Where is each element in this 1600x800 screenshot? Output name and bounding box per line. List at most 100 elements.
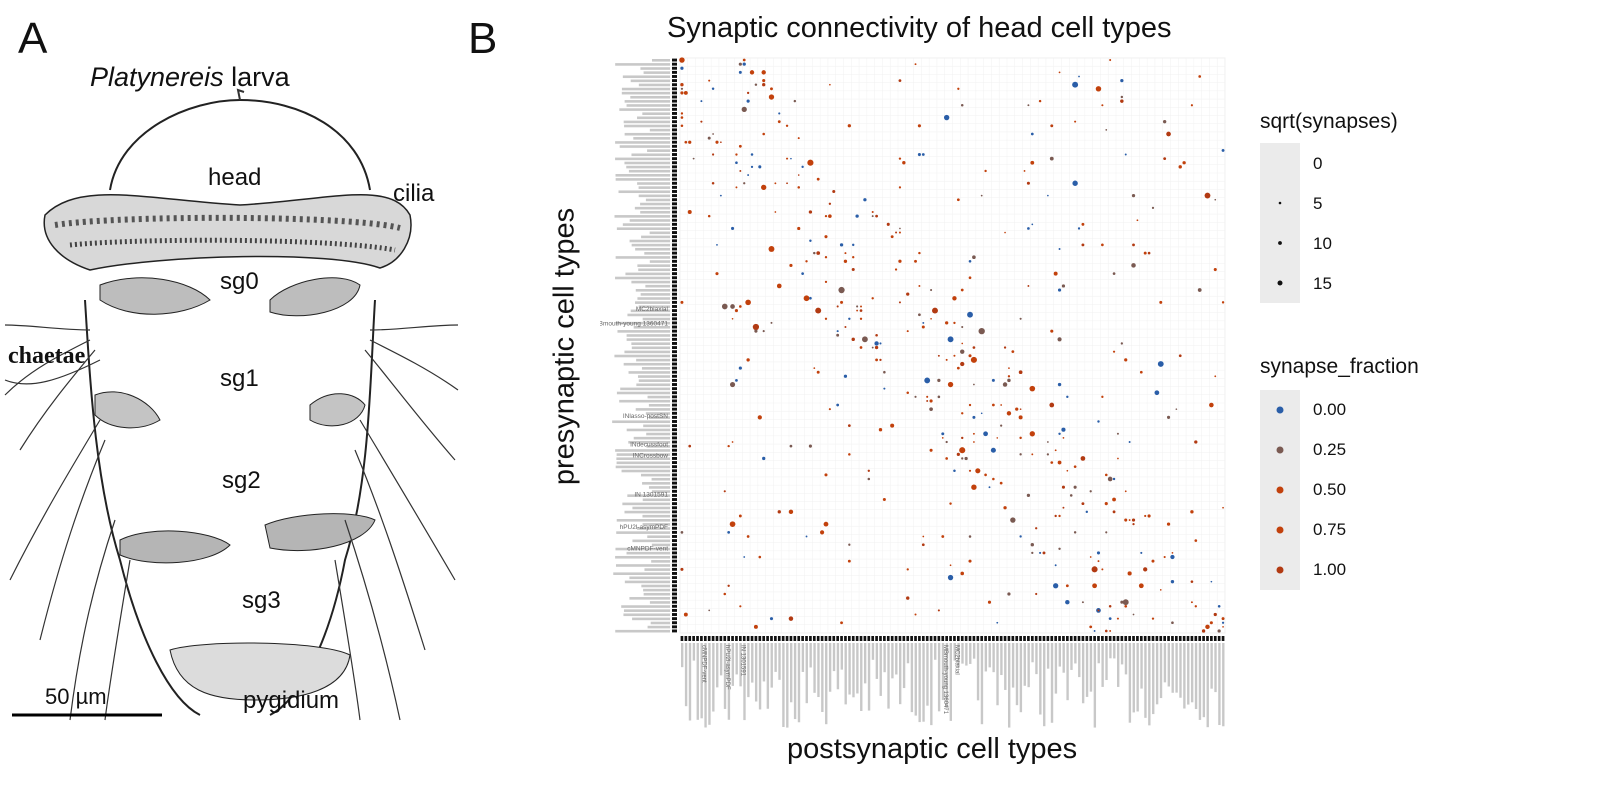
row-tick [672,153,677,156]
row-tick [672,543,677,547]
connectivity-point [1143,251,1147,255]
col-tick [836,636,840,641]
connectivity-point [1027,227,1030,230]
connectivity-point [1026,493,1031,498]
connectivity-point [906,596,910,600]
col-label-blur [712,643,715,712]
col-tick [789,636,793,641]
connectivity-point [1058,247,1061,250]
connectivity-point [871,346,874,349]
connectivity-point [746,358,750,362]
connectivity-point [898,301,901,304]
connectivity-point-large [1092,583,1097,589]
connectivity-point [1109,629,1112,632]
connectivity-point [852,256,855,259]
connectivity-point [1139,370,1143,374]
connectivity-point [971,484,977,490]
row-tick [672,124,677,128]
col-label-blur [801,643,805,672]
row-tick [672,247,677,251]
row-label-blur [616,391,670,395]
row-label-blur [615,141,670,144]
col-label-blur [1117,643,1120,687]
row-tick [672,358,677,362]
connectivity-point [1209,621,1213,625]
col-tick [1128,636,1131,641]
row-label-blur [616,227,670,230]
connectivity-point [1120,95,1124,99]
connectivity-point [973,441,975,443]
connectivity-point [879,342,882,345]
col-label-blur [965,643,968,666]
col-tick [1034,636,1038,641]
row-label-blur [626,428,670,432]
connectivity-point [949,564,952,567]
col-tick [1023,636,1026,641]
col-label-blur [840,643,843,670]
col-tick [1097,636,1100,641]
col-tick [1112,636,1116,641]
color-legend-label-2: 0.50 [1313,480,1347,499]
row-tick [672,66,677,70]
connectivity-point [1050,124,1053,127]
connectivity-point [921,325,925,329]
row-tick [672,489,677,493]
col-label-blur [1085,643,1089,697]
connectivity-point [1046,441,1049,443]
row-tick [672,444,677,448]
col-label-blur [684,643,688,707]
row-tick [672,309,677,313]
row-label-blur [642,523,670,526]
col-tick [883,636,886,641]
col-label-blur [825,643,828,725]
col-tick [1058,636,1061,641]
connectivity-point-large [1018,415,1023,420]
col-label-blur [747,643,750,698]
connectivity-point [797,137,800,140]
row-tick [672,136,677,140]
col-tick [1003,636,1007,641]
connectivity-point [747,174,750,177]
row-label-blur [628,371,670,374]
col-tick [754,636,758,641]
connectivity-point [906,330,909,333]
panel-b-letter: B [468,14,498,63]
col-tick [735,636,738,641]
connectivity-point [1015,407,1019,411]
row-label: INCrossbow [633,452,669,459]
connectivity-point [999,481,1003,485]
connectivity-point [1221,617,1225,621]
connectivity-point [961,457,964,460]
connectivity-point [688,444,692,448]
row-label-blur [631,342,670,345]
row-label-blur [647,535,670,539]
connectivity-point [769,617,774,621]
row-tick [672,272,677,276]
connectivity-point [1104,629,1108,633]
col-tick [855,636,859,641]
connectivity-point [1058,432,1061,436]
col-tick [984,636,987,641]
connectivity-point [708,79,711,82]
connectivity-point [967,311,973,318]
connectivity-point [836,333,840,337]
connectivity-point [752,323,760,331]
col-label: MBmouth-young 1360471 [942,645,948,715]
connectivity-point [922,321,925,324]
col-tick [851,636,855,641]
col-tick [688,636,692,641]
larva-title-rest: larva [223,62,290,92]
connectivity-point [746,91,750,95]
row-label-blur [645,412,670,415]
connectivity-point [1019,453,1022,456]
connectivity-point [847,124,851,128]
row-tick [672,268,677,271]
row-tick [672,547,677,551]
col-tick [1073,636,1077,641]
row-label: IN 1301591 [634,492,668,499]
connectivity-point [949,502,952,505]
connectivity-point [898,157,902,160]
size-legend-keys [1260,143,1300,303]
connectivity-point-large [823,521,829,527]
connectivity-point [743,182,746,185]
